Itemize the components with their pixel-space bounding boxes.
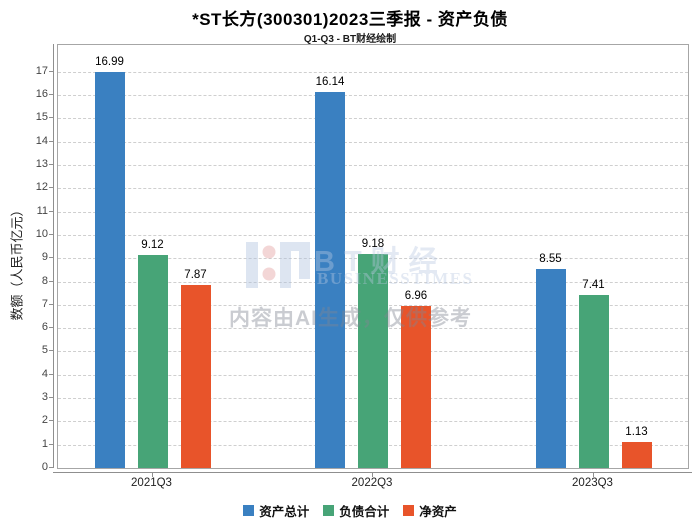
y-tick-mark [49, 257, 53, 259]
bar-value-label: 9.12 [141, 239, 164, 252]
legend-item-负债合计: 负债合计 [323, 501, 389, 520]
bar-value-label: 16.14 [315, 75, 345, 88]
chart-subtitle: Q1-Q3 - BT财经绘制 [303, 34, 397, 45]
y-tick-label: 10 [35, 227, 48, 240]
legend-label: 净资产 [419, 505, 457, 519]
legend-label: 负债合计 [339, 505, 390, 519]
chart-title: *ST长方(300301)2023三季报 - 资产负债 [192, 10, 508, 29]
x-tick-mark [592, 472, 594, 477]
gridline [58, 165, 688, 167]
y-tick-label: 13 [35, 158, 48, 171]
y-tick-mark [49, 233, 53, 235]
y-tick-mark [49, 327, 53, 329]
y-tick-label: 9 [41, 251, 48, 264]
bar-负债合计-2022Q3 [358, 254, 388, 468]
x-tick-mark [372, 472, 373, 477]
bar-资产总计-2021Q3 [94, 72, 125, 468]
y-tick-label: 2 [41, 414, 48, 427]
legend-swatch-icon [243, 505, 255, 516]
legend-item-净资产: 净资产 [403, 501, 457, 520]
y-tick-label: 17 [35, 64, 48, 77]
bar-净资产-2022Q3 [401, 305, 431, 468]
y-tick-mark [49, 350, 53, 352]
bar-value-label: 9.18 [361, 238, 385, 251]
y-tick-label: 15 [35, 111, 48, 124]
x-tick-label: 2021Q3 [131, 477, 172, 489]
gridline [58, 118, 688, 120]
bar-负债合计-2023Q3 [578, 295, 609, 468]
y-tick-label: 8 [41, 274, 48, 287]
gridline [58, 188, 688, 190]
bar-资产总计-2022Q3 [315, 91, 345, 468]
y-tick-mark [49, 70, 53, 72]
bar-净资产-2023Q3 [621, 441, 652, 468]
y-tick-mark [49, 280, 53, 282]
y-tick-mark [49, 373, 53, 375]
legend-swatch-icon [323, 505, 335, 516]
y-tick-label: 5 [41, 344, 48, 357]
y-tick-mark [49, 443, 53, 445]
x-tick-mark [151, 472, 153, 477]
y-tick-mark [49, 117, 53, 119]
y-tick-label: 1 [41, 437, 48, 450]
y-tick-mark [49, 94, 53, 96]
y-tick-mark [49, 467, 53, 468]
y-tick-label: 0 [41, 461, 48, 473]
y-tick-label: 3 [41, 391, 48, 404]
gridline [58, 95, 688, 97]
bar-净资产-2021Q3 [180, 284, 211, 468]
y-tick-mark [49, 420, 53, 422]
bar-value-label: 16.99 [95, 56, 124, 69]
legend-item-资产总计: 资产总计 [243, 501, 309, 520]
gridline [58, 71, 688, 73]
y-axis-spine [53, 44, 54, 468]
bar-value-label: 7.41 [582, 279, 605, 292]
legend: 资产总计 负债合计 净资产 [0, 501, 700, 520]
gridline [58, 211, 688, 213]
y-tick-mark [49, 210, 53, 212]
x-tick-label: 2023Q3 [572, 477, 613, 489]
y-tick-mark [49, 303, 53, 305]
y-tick-mark [49, 164, 53, 166]
y-tick-label: 14 [35, 134, 48, 147]
bar-负债合计-2021Q3 [137, 255, 168, 468]
gridline [58, 141, 688, 143]
y-tick-mark [49, 140, 53, 142]
y-tick-label: 7 [41, 297, 48, 310]
bar-value-label: 1.13 [625, 425, 648, 438]
x-tick-label: 2022Q3 [351, 477, 393, 489]
y-tick-label: 12 [35, 181, 48, 194]
y-tick-label: 16 [35, 88, 48, 101]
y-tick-mark [49, 397, 53, 399]
y-tick-label: 6 [41, 321, 48, 334]
bar-value-label: 8.55 [539, 252, 562, 265]
bar-value-label: 6.96 [404, 289, 428, 302]
y-tick-mark [49, 187, 53, 189]
legend-label: 资产总计 [259, 505, 310, 519]
bar-资产总计-2023Q3 [535, 268, 566, 468]
y-tick-label: 11 [36, 204, 48, 217]
legend-swatch-icon [403, 505, 415, 516]
gridline [58, 234, 688, 236]
plot-area: 16.99 16.14 8.55 9.12 9.18 7.41 7.87 6.96 1.13 [57, 44, 689, 469]
bar-value-label: 7.87 [184, 268, 207, 281]
y-tick-label: 4 [41, 367, 48, 380]
